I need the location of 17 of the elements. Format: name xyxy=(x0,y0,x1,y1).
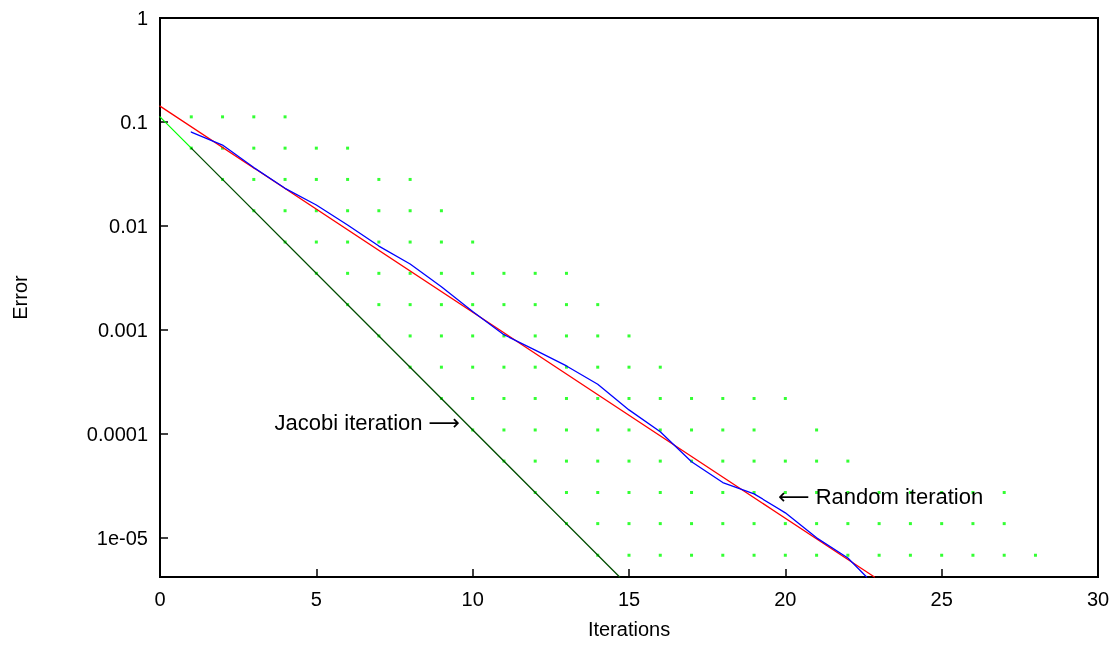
x-tick-label: 25 xyxy=(930,588,953,610)
x-tick-label: 10 xyxy=(461,588,484,610)
y-tick-label: 1 xyxy=(136,7,148,29)
y-tick-label: 0.1 xyxy=(120,110,148,133)
y-axis-title: Error xyxy=(9,274,31,320)
x-tick-label: 15 xyxy=(617,588,641,610)
x-tick-label: 20 xyxy=(774,588,797,610)
x-tick-label: 30 xyxy=(1086,588,1110,610)
x-tick-label: 0 xyxy=(154,588,166,610)
annotation: ⟵ Random iteration xyxy=(778,483,984,509)
annotation: Jacobi iteration ⟶ xyxy=(274,409,461,435)
y-tick-label: 1e-05 xyxy=(96,526,148,549)
x-tick-label: 5 xyxy=(310,588,322,610)
y-tick-label: 0.0001 xyxy=(86,422,148,445)
x-axis-title: Iterations xyxy=(587,618,671,640)
y-tick-label: 0.001 xyxy=(97,318,148,341)
y-tick-label: 0.01 xyxy=(109,214,148,237)
